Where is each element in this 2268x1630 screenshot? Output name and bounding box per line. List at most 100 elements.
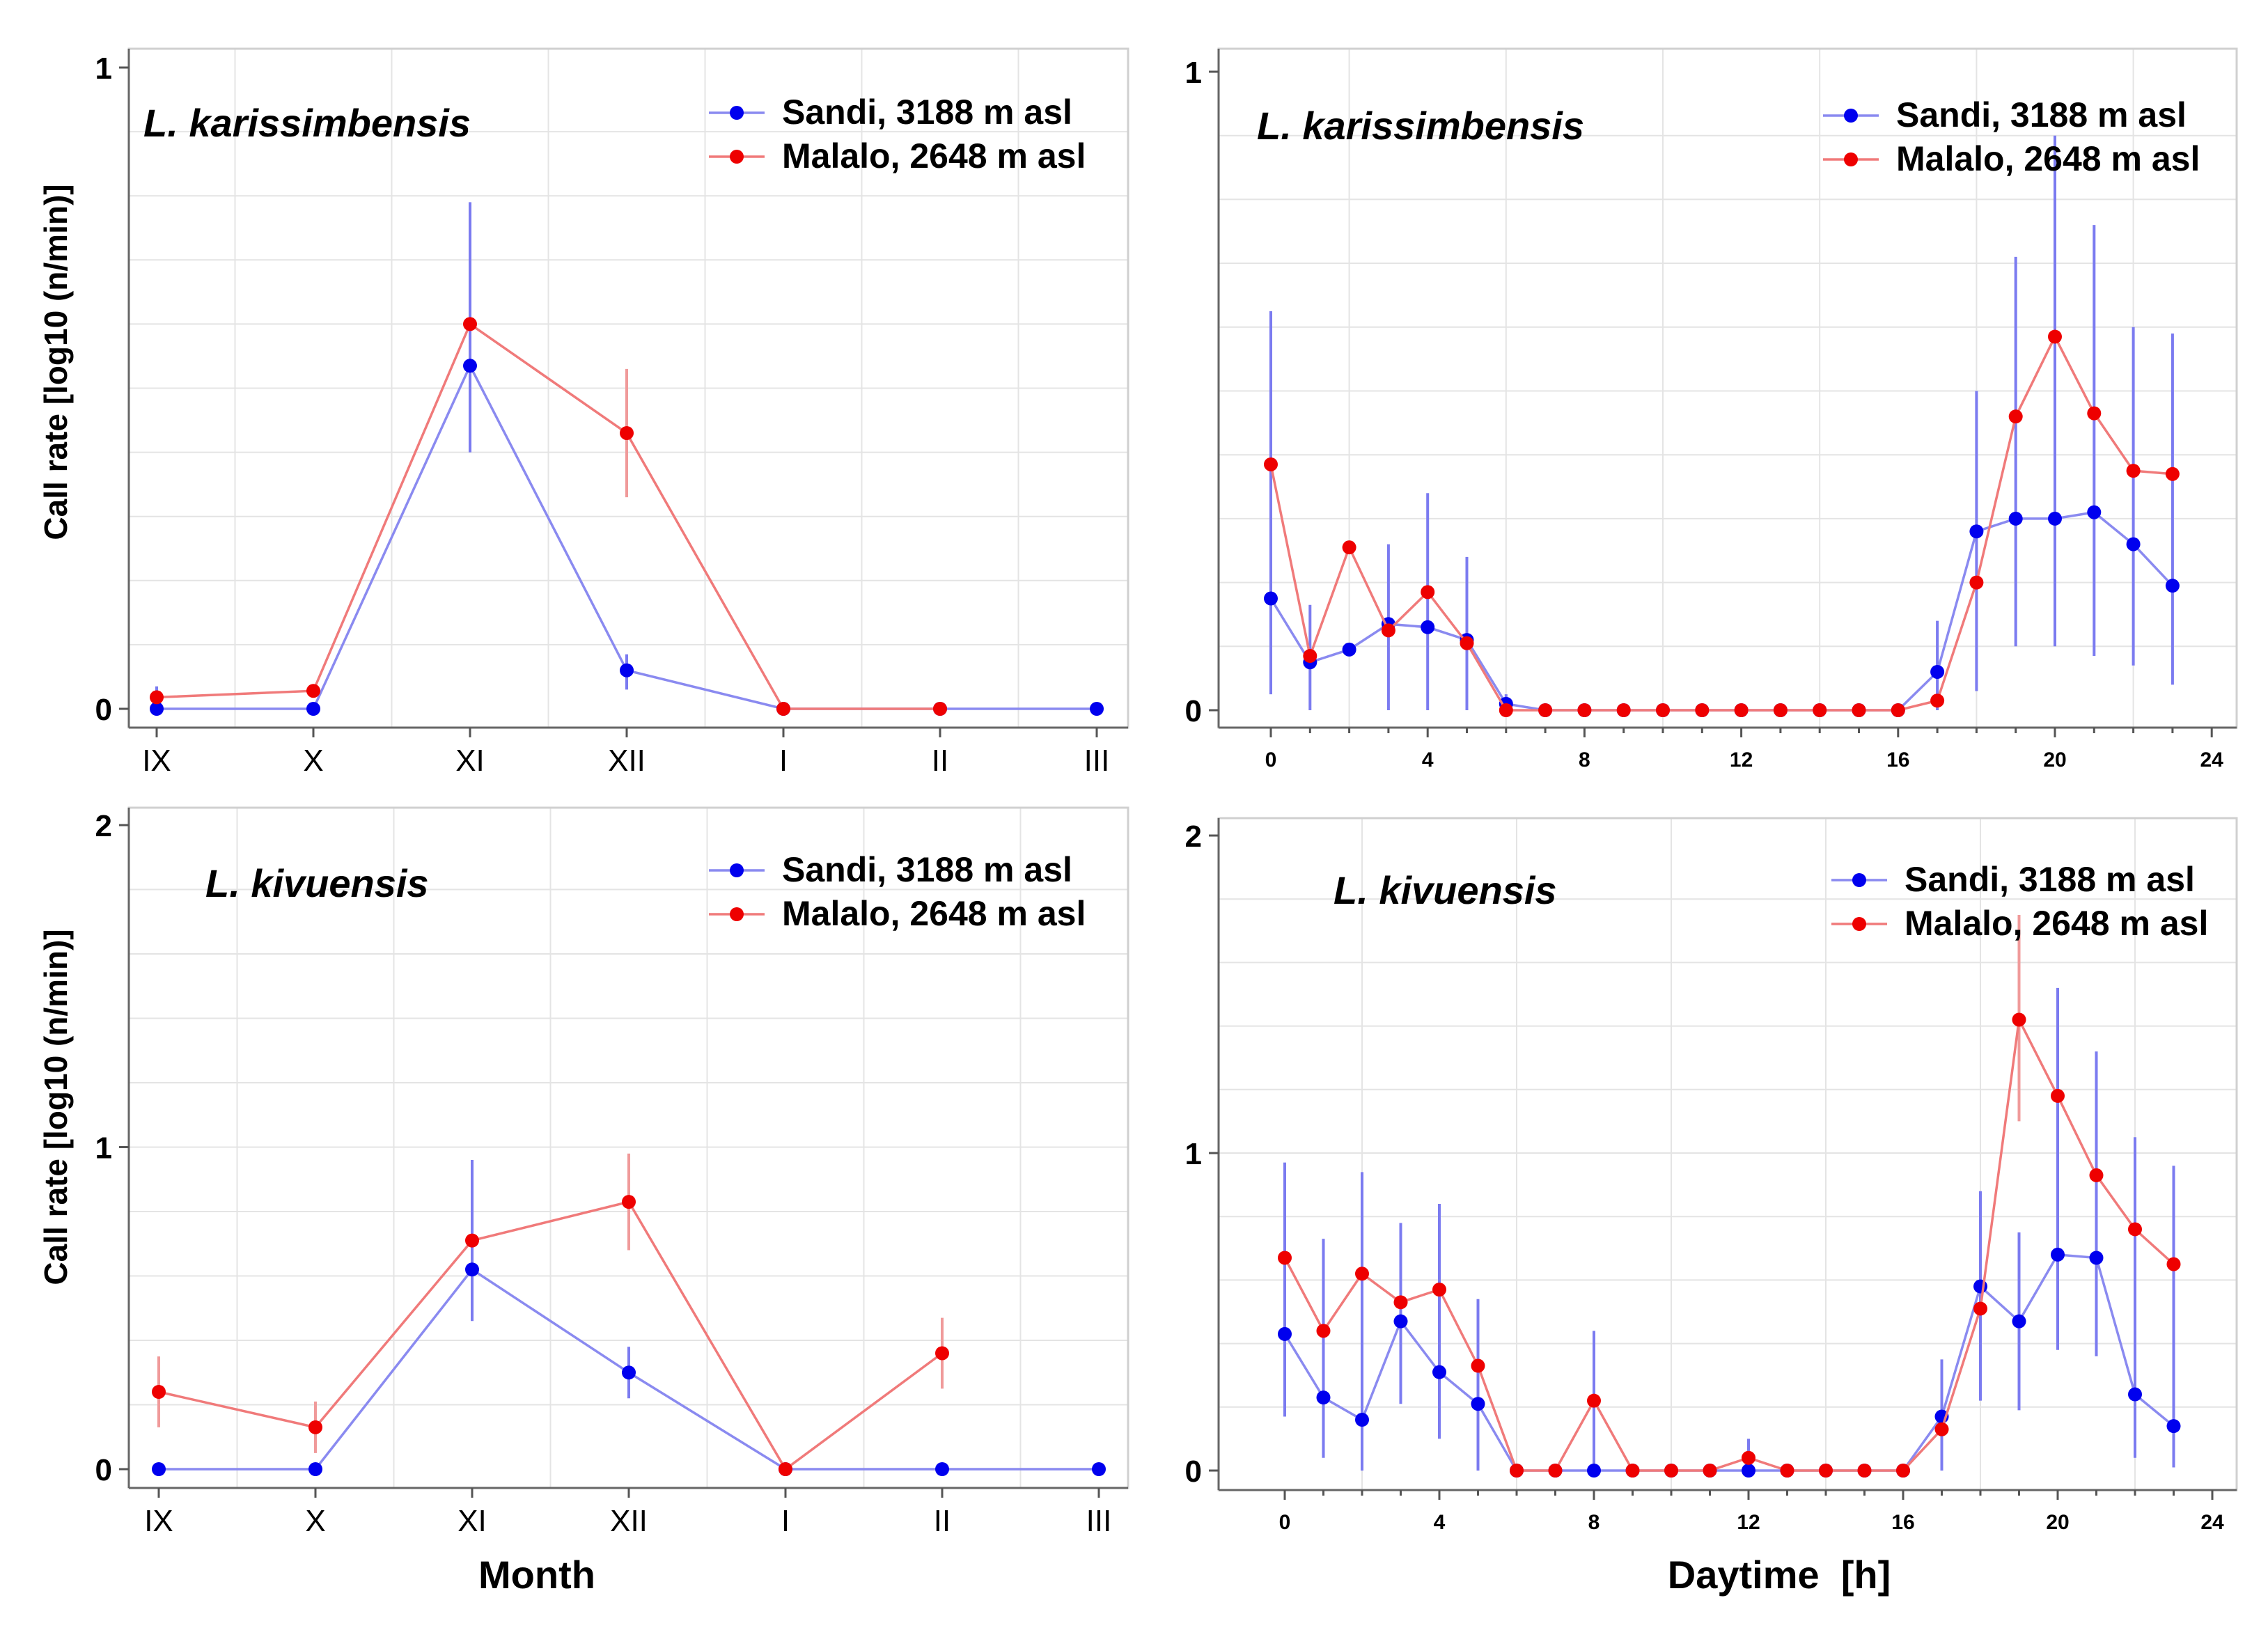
data-point-sandi xyxy=(2128,1387,2142,1402)
data-point-sandi xyxy=(1393,1314,1408,1329)
panel-title: L. karissimbensis xyxy=(1257,104,1584,148)
data-point-malalo xyxy=(2051,1088,2065,1103)
data-point-sandi xyxy=(2165,579,2180,593)
legend-label-malalo: Malalo, 2648 m asl xyxy=(782,136,1086,175)
data-point-sandi xyxy=(465,1262,479,1277)
y-tick-label: 1 xyxy=(95,52,112,86)
data-point-malalo xyxy=(1773,703,1788,717)
data-point-sandi xyxy=(2087,505,2102,519)
data-point-malalo xyxy=(1852,703,1866,717)
legend-label-malalo: Malalo, 2648 m asl xyxy=(1896,139,2200,178)
data-point-malalo xyxy=(1891,703,1905,717)
x-axis-title-daytime: Daytime [h] xyxy=(1668,1553,1891,1597)
data-point-malalo xyxy=(463,317,477,331)
data-point-malalo xyxy=(1460,636,1474,650)
x-tick-label: IX xyxy=(144,1504,173,1538)
data-point-sandi xyxy=(1278,1326,1292,1341)
y-tick-label: 1 xyxy=(1185,1137,1202,1171)
x-tick-label: I xyxy=(779,744,788,778)
data-point-malalo xyxy=(1969,575,1984,590)
data-point-malalo xyxy=(1819,1464,1833,1478)
data-point-sandi xyxy=(2048,511,2062,526)
x-tick-label: 20 xyxy=(2043,749,2066,771)
data-point-malalo xyxy=(2128,1222,2142,1237)
data-point-malalo xyxy=(1616,703,1631,717)
data-point-malalo xyxy=(1538,703,1553,717)
data-point-malalo xyxy=(779,1462,792,1476)
data-point-malalo xyxy=(1548,1464,1563,1478)
legend-label-sandi: Sandi, 3188 m asl xyxy=(1905,860,2195,899)
data-point-malalo xyxy=(935,1346,949,1361)
data-point-sandi xyxy=(306,702,320,716)
data-point-malalo xyxy=(1742,1450,1755,1465)
data-point-sandi xyxy=(1587,1464,1601,1478)
legend-marker-malalo xyxy=(1852,917,1866,931)
data-point-malalo xyxy=(2126,464,2141,478)
y-tick-label: 0 xyxy=(1185,1455,1202,1489)
legend-label-sandi: Sandi, 3188 m asl xyxy=(782,93,1072,132)
data-point-sandi xyxy=(1355,1413,1369,1427)
x-tick-label: XII xyxy=(610,1504,648,1538)
data-point-sandi xyxy=(2166,1419,2181,1434)
data-point-malalo xyxy=(1499,703,1513,717)
data-point-malalo xyxy=(306,684,320,698)
data-point-malalo xyxy=(1703,1464,1717,1478)
x-tick-label: X xyxy=(305,1504,325,1538)
x-tick-label: 8 xyxy=(1579,749,1590,771)
legend-label-malalo: Malalo, 2648 m asl xyxy=(1905,904,2208,943)
legend-label-sandi: Sandi, 3188 m asl xyxy=(1896,95,2187,134)
legend-marker-sandi xyxy=(1852,873,1866,887)
legend-label-sandi: Sandi, 3188 m asl xyxy=(782,850,1072,889)
y-tick-label: 0 xyxy=(1185,694,1202,728)
data-point-malalo xyxy=(1973,1301,1987,1316)
y-axis-title-top: Call rate [log10 (n/min)] xyxy=(38,184,74,540)
x-tick-label: 16 xyxy=(1891,1511,1914,1534)
data-point-malalo xyxy=(620,425,634,440)
data-point-sandi xyxy=(935,1462,949,1476)
series-line-malalo xyxy=(158,1200,944,1471)
data-point-sandi xyxy=(150,702,164,716)
data-point-malalo xyxy=(1303,649,1317,664)
legend-label-malalo: Malalo, 2648 m asl xyxy=(782,894,1086,933)
data-point-malalo xyxy=(1432,1283,1446,1297)
data-point-sandi xyxy=(620,663,634,677)
data-point-malalo xyxy=(2166,1257,2181,1271)
data-point-malalo xyxy=(308,1420,322,1434)
data-point-sandi xyxy=(152,1462,166,1476)
data-point-sandi xyxy=(1742,1464,1755,1478)
x-tick-label: II xyxy=(934,1504,951,1538)
data-point-malalo xyxy=(1577,703,1592,717)
data-point-sandi xyxy=(1092,1462,1106,1476)
y-tick-label: 0 xyxy=(95,1453,112,1487)
x-tick-label: XI xyxy=(455,744,485,778)
data-point-malalo xyxy=(465,1233,479,1248)
x-tick-label: 12 xyxy=(1737,1511,1760,1534)
data-point-sandi xyxy=(1969,524,1984,539)
series-line-sandi xyxy=(1283,1253,2175,1472)
series-line-malalo xyxy=(1269,334,2173,712)
panel-title: L. karissimbensis xyxy=(143,101,471,145)
data-point-sandi xyxy=(1090,702,1104,716)
x-tick-label: 12 xyxy=(1730,749,1753,771)
data-point-malalo xyxy=(1896,1464,1910,1478)
x-tick-label: 4 xyxy=(1434,1511,1446,1534)
legend-marker-sandi xyxy=(730,863,744,877)
data-point-malalo xyxy=(1278,1251,1292,1265)
y-tick-label: 0 xyxy=(95,693,112,727)
data-point-malalo xyxy=(2087,406,2102,421)
data-point-sandi xyxy=(1973,1279,1987,1294)
data-point-sandi xyxy=(2051,1247,2065,1262)
data-point-malalo xyxy=(1813,703,1827,717)
data-point-malalo xyxy=(1656,703,1670,717)
data-point-sandi xyxy=(308,1462,322,1476)
data-point-sandi xyxy=(1432,1365,1446,1379)
legend-marker-malalo xyxy=(1844,152,1858,166)
x-tick-label: 0 xyxy=(1279,1511,1291,1534)
data-point-malalo xyxy=(1625,1464,1640,1478)
y-axis-title-bottom: Call rate [log10 (n/min)] xyxy=(38,929,74,1285)
data-point-sandi xyxy=(1316,1390,1331,1405)
data-point-malalo xyxy=(2012,1012,2026,1027)
data-point-malalo xyxy=(1930,693,1945,708)
data-point-malalo xyxy=(150,690,164,705)
